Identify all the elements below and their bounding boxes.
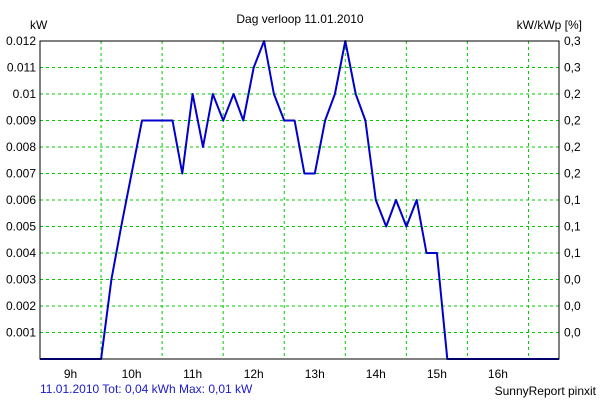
y-tick-label-right: 0,0 [564, 326, 581, 340]
y-tick-label-right: 0,2 [564, 114, 581, 128]
x-tick-label: 13h [305, 367, 325, 381]
x-tick-label: 16h [488, 367, 508, 381]
x-tick-label: 10h [122, 367, 142, 381]
series-layer [40, 40, 559, 360]
y-tick-label-left: 0.005 [6, 220, 36, 234]
y-tick-label-left: 0.006 [6, 193, 36, 207]
y-tick-label-left: 0.004 [6, 246, 36, 260]
y-tick-label-left: 0.011 [7, 61, 36, 75]
y-tick-label-left: 0.009 [6, 114, 36, 128]
y-tick-label-left: 0.008 [6, 140, 36, 154]
x-tick-label: 15h [427, 367, 447, 381]
y-tick-label-right: 0,0 [564, 273, 581, 287]
x-tick-label: 14h [366, 367, 386, 381]
x-tick-label: 11h [183, 367, 202, 381]
y-tick-label-right: 0,2 [564, 140, 581, 154]
y-tick-label-left: 0.007 [6, 167, 36, 181]
series-line [40, 40, 559, 360]
plot-frame [39, 40, 560, 360]
y-axis-right-label: kW/kWp [%] [517, 18, 582, 32]
y-tick-label-left: 0.002 [6, 299, 36, 313]
chart-title: Dag verloop 11.01.2010 [236, 12, 364, 26]
grid-lines [40, 41, 559, 359]
axis-ticks: 9h 10h 11h 12h 13h 14h 15h 16h 0.001 0,0 0.002 0,0 0… [6, 34, 581, 381]
y-tick-label-right: 0,2 [564, 167, 581, 181]
footer-summary: 11.01.2010 Tot: 0,04 kWh Max: 0,01 kW [40, 382, 253, 396]
y-tick-label-right: 0,1 [564, 193, 581, 207]
y-tick-label-right: 0,2 [564, 87, 581, 101]
y-tick-label-right: 0,3 [564, 34, 581, 48]
y-tick-label-right: 0,0 [564, 299, 581, 313]
y-tick-label-left: 0.001 [6, 326, 36, 340]
footer-credit: SunnyReport pinxit [495, 384, 597, 398]
y-tick-label-right: 0,1 [564, 220, 581, 234]
y-tick-label-left: 0.012 [6, 34, 36, 48]
y-tick-label-right: 0,1 [564, 246, 581, 260]
y-tick-label-left: 0.01 [13, 87, 37, 101]
y-axis-left-label: kW [30, 18, 48, 32]
y-tick-label-right: 0,3 [564, 61, 581, 75]
x-tick-label: 9h [64, 367, 77, 381]
y-tick-label-left: 0.003 [6, 273, 36, 287]
x-tick-label: 12h [244, 367, 264, 381]
